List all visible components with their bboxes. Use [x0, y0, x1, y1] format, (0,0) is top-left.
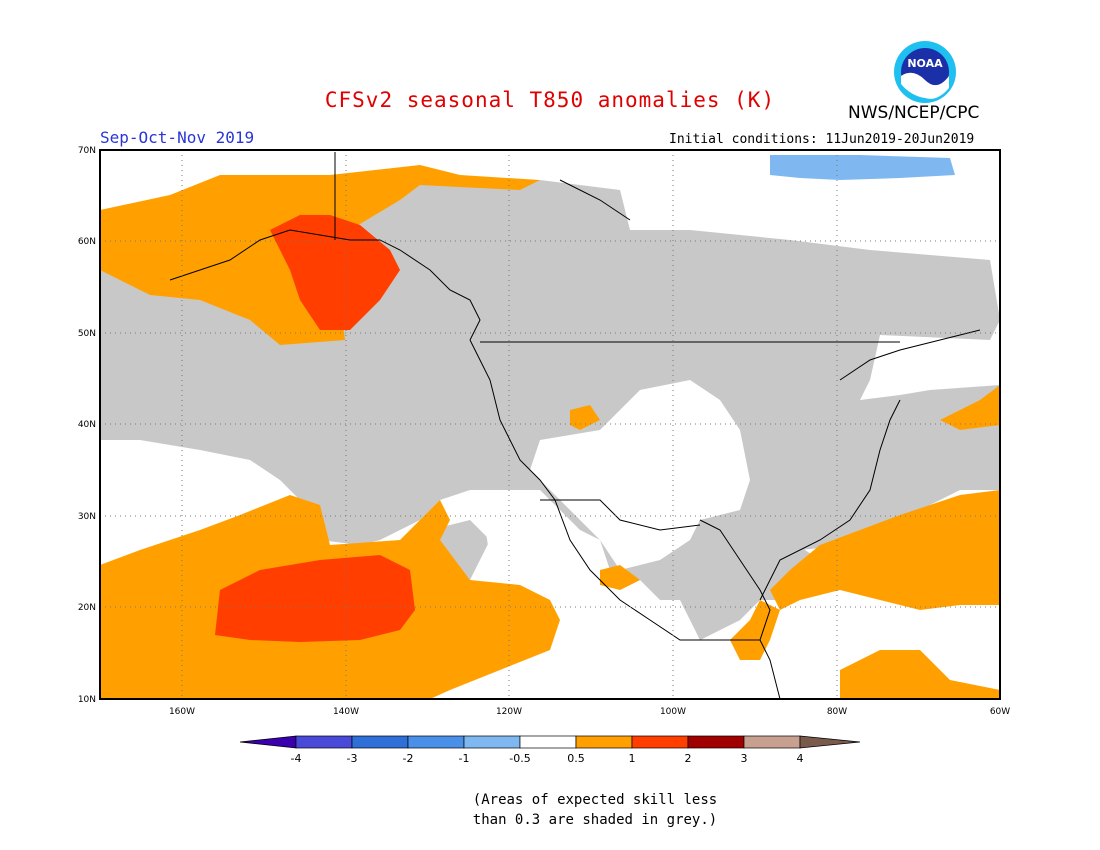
legend-tick-label: 0.5	[567, 752, 585, 765]
skill-note-line2: than 0.3 are shaded in grey.)	[472, 812, 718, 828]
legend-swatch	[351, 735, 409, 749]
skill-note-line1: (Areas of expected skill less	[472, 792, 718, 808]
lat-label: 30N	[78, 512, 96, 522]
legend-swatch	[407, 735, 465, 749]
lat-label: 60N	[78, 237, 96, 247]
legend-swatch	[239, 735, 297, 749]
cool-anomaly-arctic	[770, 155, 955, 180]
legend-swatch	[463, 735, 521, 749]
strong-warm-anomaly-shading	[215, 215, 415, 642]
legend-tick-label: 2	[685, 752, 692, 765]
logo-lettering: NOAA	[907, 57, 943, 70]
lat-label: 50N	[78, 329, 96, 339]
legend-tick-label: -2	[403, 752, 414, 765]
lat-label: 70N	[78, 146, 96, 156]
noaa-logo: NOAA	[893, 40, 957, 104]
legend-tick-label: -1	[459, 752, 470, 765]
initial-conditions-label: Initial conditions: 11Jun2019-20Jun2019	[669, 132, 975, 147]
season-label: Sep-Oct-Nov 2019	[100, 128, 255, 147]
legend-tick-label: -3	[347, 752, 358, 765]
neutral-areas	[100, 170, 1000, 699]
lon-label: 80W	[827, 707, 847, 717]
legend-swatch	[575, 735, 633, 749]
legend-swatch	[687, 735, 745, 749]
legend-tick-label: 3	[741, 752, 748, 765]
lon-label: 120W	[496, 707, 522, 717]
coastlines	[169, 152, 981, 700]
legend-tick-label: 4	[797, 752, 804, 765]
legend-tick-label: -4	[291, 752, 302, 765]
lat-label: 40N	[78, 420, 96, 430]
lon-label: 160W	[169, 707, 195, 717]
lon-label: 60W	[990, 707, 1010, 717]
lon-label: 100W	[660, 707, 686, 717]
color-legend	[239, 735, 861, 749]
legend-tick-label: -0.5	[509, 752, 530, 765]
legend-swatch	[519, 735, 577, 749]
legend-tick-label: 1	[629, 752, 636, 765]
legend-swatch	[743, 735, 801, 749]
graticule	[100, 150, 1000, 699]
legend-swatch	[631, 735, 689, 749]
lat-label: 10N	[78, 695, 96, 705]
legend-swatch	[295, 735, 353, 749]
legend-swatch	[799, 735, 861, 749]
map-title: CFSv2 seasonal T850 anomalies (K)	[324, 88, 776, 112]
lon-label: 140W	[333, 707, 359, 717]
map-frame	[99, 149, 1001, 700]
org-label: NWS/NCEP/CPC	[848, 103, 980, 123]
lat-label: 20N	[78, 603, 96, 613]
